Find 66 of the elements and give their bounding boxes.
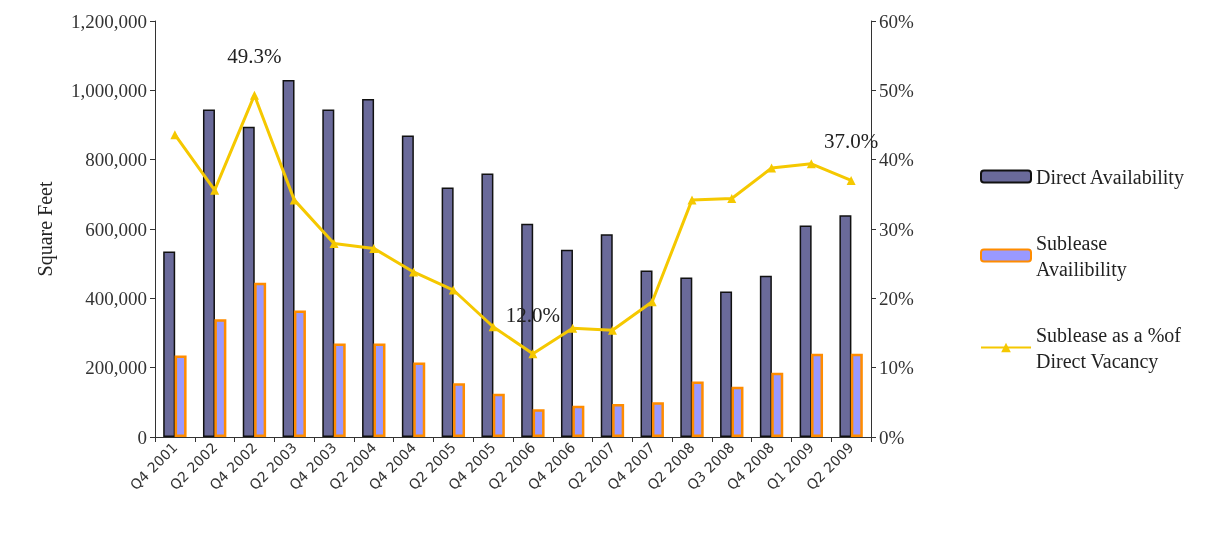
bar: [651, 402, 664, 437]
bar: [174, 355, 187, 437]
y2-tick-label: 50%: [879, 79, 914, 101]
bar: [680, 277, 693, 437]
bar: [293, 310, 306, 437]
bar: [759, 275, 772, 437]
y2-tick-label: 60%: [879, 10, 914, 32]
bar: [720, 291, 733, 437]
bar: [322, 109, 335, 437]
point: [568, 323, 578, 333]
bar: [282, 79, 295, 437]
point: [369, 243, 379, 253]
point: [329, 239, 339, 249]
y-tick-label: 200,000: [85, 357, 147, 379]
y-tick-label: 0: [137, 426, 147, 448]
bar: [850, 353, 863, 437]
bar: [441, 187, 454, 437]
legend-label: Direct Availability: [1036, 165, 1184, 189]
bar: [560, 249, 573, 437]
y-axis-title: Square Feet: [34, 181, 57, 277]
bar: [600, 234, 613, 437]
y2-tick-label: 0%: [879, 426, 905, 448]
bar: [163, 251, 176, 437]
point: [488, 322, 498, 332]
point: [170, 130, 180, 140]
y2-tick-label: 30%: [879, 218, 914, 240]
y2-tick-label: 20%: [879, 287, 914, 309]
bar: [413, 362, 426, 437]
point: [249, 90, 259, 100]
bar: [373, 343, 386, 437]
bar: [333, 343, 346, 437]
y-tick-label: 600,000: [85, 218, 147, 240]
bar: [771, 372, 784, 437]
bar: [214, 319, 227, 437]
point: [687, 195, 697, 205]
y-tick-label: 1,200,000: [71, 10, 147, 32]
y-tick-label: 800,000: [85, 149, 147, 171]
data-label: 49.3%: [227, 44, 282, 69]
legend-label: Sublease as a %of Direct Vacancy: [1036, 323, 1186, 373]
bar: [691, 381, 704, 437]
point: [210, 185, 220, 195]
y-tick-label: 400,000: [85, 287, 147, 309]
y2-tick-label: 40%: [879, 149, 914, 171]
bar: [492, 393, 505, 437]
point: [727, 193, 737, 203]
bar: [811, 353, 824, 437]
bar: [799, 225, 812, 437]
point: [607, 325, 617, 335]
bar: [612, 404, 625, 437]
bar: [242, 126, 255, 437]
bar: [532, 409, 545, 437]
point: [448, 285, 458, 295]
bar: [202, 109, 215, 437]
legend-label: Sublease Availibility: [1036, 231, 1127, 281]
bar: [572, 405, 585, 437]
bar: [254, 282, 267, 437]
bar: [731, 386, 744, 437]
y2-tick-label: 10%: [879, 357, 914, 379]
y-tick-label: 1,000,000: [71, 79, 147, 101]
bar: [839, 215, 852, 437]
point: [846, 175, 856, 185]
bar: [401, 135, 414, 437]
bar: [481, 173, 494, 437]
bar: [640, 270, 653, 437]
bar: [362, 99, 375, 437]
bar: [453, 383, 466, 437]
